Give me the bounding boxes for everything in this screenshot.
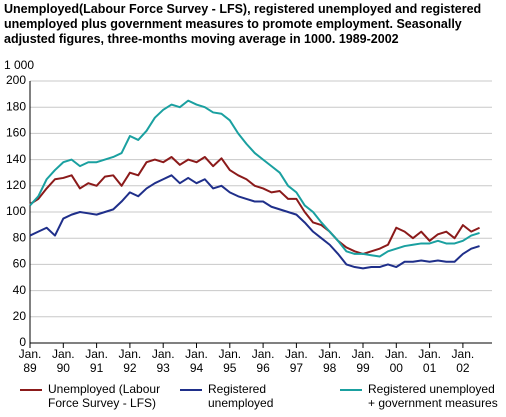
chart-title: Unemployed(Labour Force Survey - LFS), r… — [4, 2, 482, 46]
x-tick-label: Jan. 90 — [51, 347, 75, 375]
series-line — [29, 155, 480, 255]
x-tick-label: Jan. 01 — [418, 347, 441, 375]
y-tick-label: 0 — [19, 335, 26, 349]
x-tick-label: Jan. 93 — [151, 347, 175, 375]
legend-label: Registered unemployed — [208, 382, 274, 410]
legend-label: Unemployed (Labour Force Survey - LFS) — [48, 382, 161, 410]
y-tick-label: 140 — [6, 152, 26, 166]
y-tick-label: 20 — [13, 309, 27, 323]
y-tick-label: 200 — [6, 73, 26, 87]
y-tick-label: 80 — [13, 230, 27, 244]
y-tick-label: 120 — [6, 178, 26, 192]
y-tick-label: 180 — [6, 99, 26, 113]
y-axis-label: 1 000 — [4, 58, 35, 72]
x-tick-label: Jan. 98 — [318, 347, 342, 375]
series-line — [29, 99, 480, 258]
x-tick-label: Jan. 91 — [85, 347, 108, 375]
x-tick-label: Jan. 96 — [251, 347, 275, 375]
x-tick-label: Jan. 94 — [185, 347, 208, 375]
y-tick-label: 160 — [6, 126, 26, 140]
y-tick-label: 40 — [13, 283, 27, 297]
x-tick-label: Jan. 97 — [285, 347, 308, 375]
x-tick-label: Jan. 99 — [351, 347, 375, 375]
x-tick-label: Jan. 89 — [18, 347, 42, 375]
legend-label: Registered unemployed + government measu… — [368, 382, 498, 410]
series-line — [29, 174, 480, 270]
y-tick-label: 60 — [13, 257, 27, 271]
x-tick-label: Jan. 92 — [118, 347, 142, 375]
y-tick-label: 100 — [6, 204, 26, 218]
x-tick-label: Jan. 02 — [451, 347, 475, 375]
x-tick-label: Jan. 95 — [218, 347, 242, 375]
x-tick-label: Jan. 00 — [384, 347, 408, 375]
